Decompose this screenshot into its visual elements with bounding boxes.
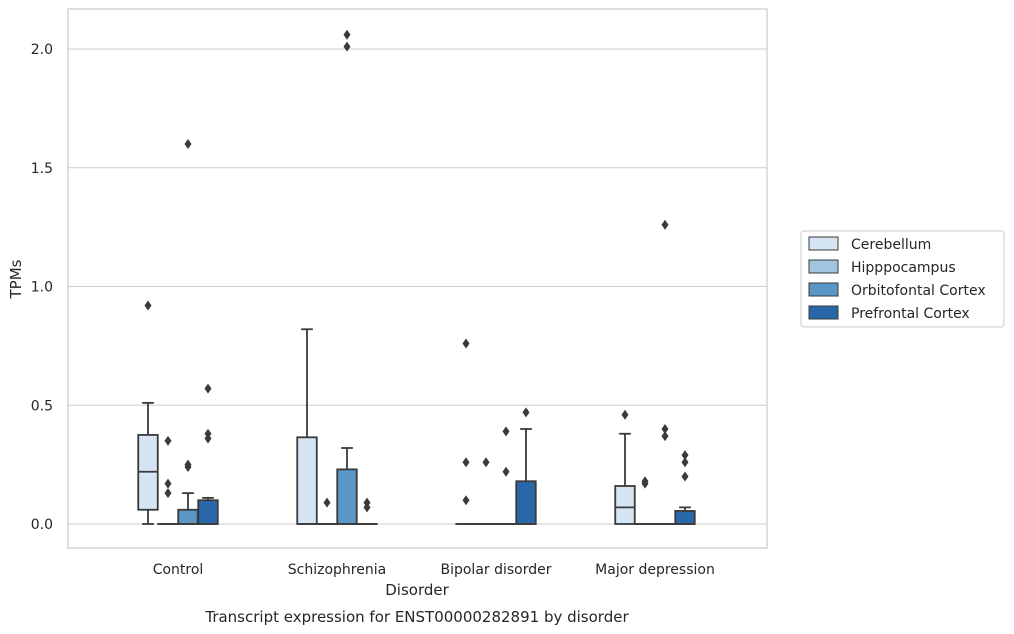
legend-swatch	[808, 305, 839, 320]
legend-label: Hipppocampus	[851, 260, 956, 276]
y-tick-label: 2.0	[31, 42, 53, 58]
legend-label: Cerebellum	[851, 237, 931, 253]
y-axis-label: TPMs	[7, 259, 25, 299]
outlier-point	[184, 139, 192, 149]
y-tick-label: 0.0	[31, 517, 53, 533]
box-group	[336, 29, 358, 525]
outlier-point	[641, 478, 649, 489]
outlier-point	[204, 383, 212, 394]
legend-label: Prefrontal Cortex	[851, 306, 970, 322]
x-axis-label: Disorder	[385, 581, 449, 599]
box-group	[654, 219, 676, 525]
y-tick-labels: 0.0 0.5 1.0 1.5 2.0	[31, 42, 53, 533]
legend-label: Orbitofontal Cortex	[851, 283, 986, 299]
y-tick-label: 1.5	[31, 161, 53, 177]
box-group	[177, 139, 199, 525]
outlier-point	[502, 426, 510, 437]
outlier-point	[661, 431, 669, 442]
outlier-point	[681, 471, 689, 482]
outlier-point	[144, 300, 152, 311]
outlier-point	[164, 478, 172, 489]
legend-swatch	[808, 282, 839, 297]
box-group	[296, 328, 318, 525]
box-group	[197, 383, 219, 525]
box-group	[455, 338, 477, 525]
y-tick-label: 1.0	[31, 280, 53, 296]
box-group	[614, 409, 636, 525]
box	[197, 499, 219, 525]
outlier-point	[462, 495, 470, 506]
box	[515, 480, 537, 525]
legend: Cerebellum Hipppocampus Orbitofontal Corte…	[800, 230, 1005, 328]
outlier-point	[661, 219, 669, 230]
outlier-point	[184, 462, 192, 472]
outlier-point	[323, 497, 331, 508]
box-group	[356, 497, 378, 525]
box-group	[475, 457, 497, 525]
x-tick-label: Control	[153, 562, 204, 578]
box	[614, 485, 636, 525]
box-group	[634, 476, 656, 525]
chart-caption: Transcript expression for ENST0000028289…	[204, 608, 629, 626]
outlier-point	[482, 457, 490, 468]
box-layer	[137, 29, 696, 525]
outlier-point	[343, 29, 351, 40]
box	[177, 508, 199, 525]
box-group	[515, 407, 537, 525]
outlier-point	[462, 457, 470, 468]
plot-frame	[67, 8, 768, 549]
outlier-point	[681, 450, 689, 461]
x-tick-label: Major depression	[595, 562, 715, 578]
box-group	[495, 426, 517, 525]
legend-swatch	[808, 236, 839, 251]
y-tick-label: 0.5	[31, 398, 53, 414]
outlier-point	[204, 433, 212, 444]
box-group	[674, 450, 696, 525]
box	[336, 468, 358, 525]
outlier-point	[681, 457, 689, 468]
outlier-point	[363, 502, 371, 513]
box-group	[137, 300, 159, 525]
box-group	[316, 497, 338, 525]
outlier-point	[522, 407, 530, 418]
outlier-point	[661, 424, 669, 434]
x-tick-label: Bipolar disorder	[440, 562, 551, 578]
outlier-point	[621, 409, 629, 420]
x-tick-labels: Control Schizophrenia Bipolar disorder Majo…	[153, 562, 715, 578]
x-tick-label: Schizophrenia	[288, 562, 386, 578]
outlier-point	[343, 41, 351, 52]
box-group	[157, 435, 179, 525]
box	[296, 436, 318, 525]
box	[674, 510, 696, 525]
grid-lines	[68, 48, 767, 525]
outlier-point	[502, 466, 510, 477]
outlier-point	[164, 435, 172, 446]
outlier-point	[462, 338, 470, 349]
legend-swatch	[808, 259, 839, 274]
legend-frame	[800, 230, 1005, 328]
outlier-point	[164, 488, 172, 499]
